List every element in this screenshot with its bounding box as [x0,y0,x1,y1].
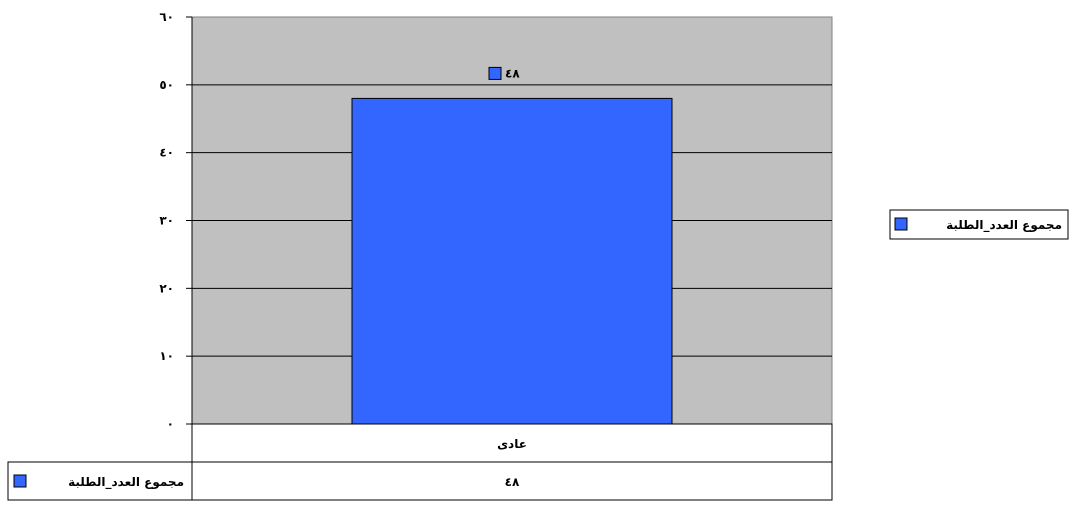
data-label: ٤٨ [505,66,520,80]
data-label-key [488,66,502,80]
y-tick-label: ٣٠ [159,214,174,228]
y-axis: ٠ ١٠ ٢٠ ٣٠ ٤٠ ٥٠ ٦٠ [159,10,193,431]
y-tick-label: ٢٠ [159,281,174,295]
y-tick-label: ٠ [167,417,174,431]
x-category-label: عادى [497,437,527,451]
bar [351,97,673,425]
y-tick-label: ٤٠ [159,146,174,160]
legend: مجموع العدد_الطلبة [889,209,1069,240]
data-table-legend-key [13,474,27,488]
y-tick-label: ٦٠ [159,10,174,24]
legend-box [889,209,1069,240]
data-table-row-header [7,461,193,501]
data-table: عادى ٤٨ مجموع العدد_الطلبة [7,423,833,501]
data-labels: ٤٨ [488,66,520,80]
y-tick-label: ٥٠ [159,78,174,92]
data-table-series-name: مجموع العدد_الطلبة [68,475,184,490]
data-table-value: ٤٨ [505,475,520,489]
legend-label: مجموع العدد_الطلبة [946,218,1062,233]
bars [351,97,673,425]
y-tick-label: ١٠ [159,349,174,363]
legend-key [894,217,908,231]
